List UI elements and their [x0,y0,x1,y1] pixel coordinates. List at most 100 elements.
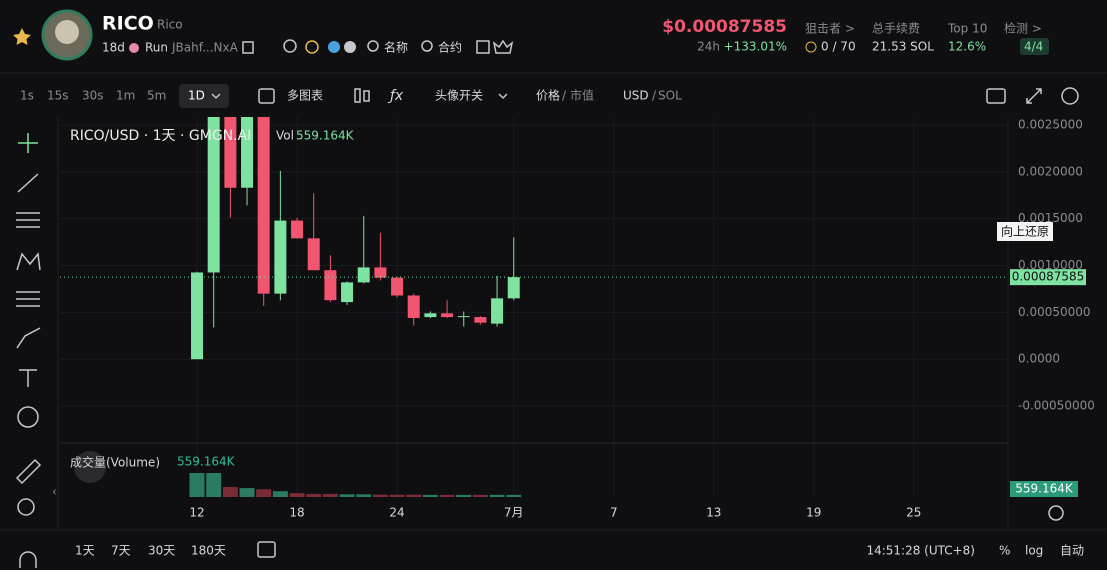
log-toggle[interactable]: log [1025,544,1043,558]
vol-value: 559.164K [296,129,355,143]
tg-icon[interactable] [328,41,340,53]
volume-bar [339,494,355,497]
volume-bar [406,494,422,497]
multi-icon[interactable] [258,88,275,104]
interval[interactable]: 15s [47,89,69,103]
star[interactable] [13,28,31,45]
address: JBahf...NxA [171,41,239,55]
y-tick-label: 0.0000 [1018,352,1060,366]
pattern-tool[interactable] [16,252,41,271]
volume-tag [1010,481,1078,497]
interval[interactable]: 1s [20,89,34,103]
active-interval[interactable]: 1D [188,89,205,103]
copy-icon[interactable] [242,41,254,54]
candle-body [274,220,287,294]
range[interactable]: 7天 [111,544,131,558]
zoom-tool[interactable] [17,498,35,516]
auto-toggle[interactable]: 自动 [1060,544,1084,558]
y-tick-label: 0.00050000 [1018,305,1091,319]
x-tick-label: 13 [706,506,721,520]
projection-tool[interactable] [16,291,40,307]
active-interval-bg[interactable] [179,84,229,108]
sol-toggle[interactable]: SOL [658,89,682,103]
interval[interactable]: 5m [147,89,166,103]
y-tick-label: -0.00050000 [1018,399,1095,413]
volume-value: 559.164K [177,455,236,469]
candle-body [307,238,320,271]
avatar-toggle[interactable]: 头像开关 [435,89,483,103]
x-icon[interactable] [344,41,356,53]
ruler-tool[interactable] [15,458,42,485]
volume-bar [306,493,322,497]
crosshair-tool[interactable] [18,133,38,153]
search-icon[interactable] [367,40,379,52]
candle-icon[interactable] [363,90,370,102]
share-icon[interactable] [476,40,490,54]
range[interactable]: 180天 [191,544,226,558]
volume-bar [272,491,288,497]
clock: 14:51:28 (UTC+8) [866,544,975,558]
candle-icon[interactable] [354,88,361,103]
price-toggle[interactable]: 价格 [536,88,560,103]
line-tool[interactable] [17,173,39,193]
y-tick-label: 0.0025000 [1018,117,1083,131]
interval[interactable]: 1m [116,89,135,103]
y-tick-label: 0.0010000 [1018,258,1083,272]
range[interactable]: 1天 [75,544,95,558]
run-icon [129,43,139,53]
usd-toggle[interactable]: USD [623,89,649,103]
settings-icon[interactable] [1061,87,1079,105]
stat-value: 12.6% [948,40,986,54]
x-tick-label: 19 [806,506,821,520]
calendar-icon[interactable] [257,541,276,558]
fib-tool[interactable] [16,212,40,228]
sep: / [652,89,657,103]
volume-bar [239,488,255,497]
mcap-toggle[interactable]: 市值 [570,88,594,103]
crown-icon[interactable] [492,39,514,54]
candle-body [407,295,420,318]
fx-icon[interactable]: ƒx [387,88,404,104]
axis-settings[interactable] [1048,505,1064,521]
candle-body [224,117,237,188]
stat-label: 检测 > [1004,21,1042,36]
candle-body [507,277,520,299]
range[interactable]: 30天 [148,544,175,558]
volume-title: 成交量(Volume) [70,455,160,470]
search-icon[interactable] [421,40,433,52]
multi-chart[interactable]: 多图表 [287,89,323,103]
text-tool[interactable] [19,369,37,387]
x-tick-label: 12 [189,506,204,520]
x-tick-label: 25 [906,506,921,520]
sep: / [562,89,567,103]
volume-bar [189,473,205,497]
candle-body [374,267,387,278]
camera-icon[interactable] [986,88,1006,104]
search-contract[interactable]: 合约 [438,40,462,55]
volume-bar [422,494,438,497]
price: $0.00087585 [662,17,787,37]
candle-body [457,316,470,318]
user-icon[interactable] [283,39,297,53]
chevron [498,93,508,100]
y-tick-label: 0.0015000 [1018,211,1083,225]
magnet-tool[interactable] [19,551,37,568]
candle-body [341,282,354,303]
search-name[interactable]: 名称 [384,40,408,55]
stat-value: 0 / 70 [821,40,856,54]
emoji-tool[interactable] [17,406,39,428]
candle-body [207,117,220,273]
x-tick-label: 7 [610,506,618,520]
candle-body [257,117,270,294]
volume-bar [489,494,505,497]
collapse[interactable]: ‹ [52,485,57,499]
candle-body [357,267,370,283]
last-price-label: 0.00087585 [1012,270,1085,284]
brush-tool[interactable] [16,327,41,349]
percent-toggle[interactable]: % [999,544,1010,558]
interval[interactable]: 30s [82,89,104,103]
warn-icon[interactable] [305,40,319,54]
fullscreen-icon[interactable] [1026,88,1042,104]
stat-label: 总手续费 [872,22,920,36]
